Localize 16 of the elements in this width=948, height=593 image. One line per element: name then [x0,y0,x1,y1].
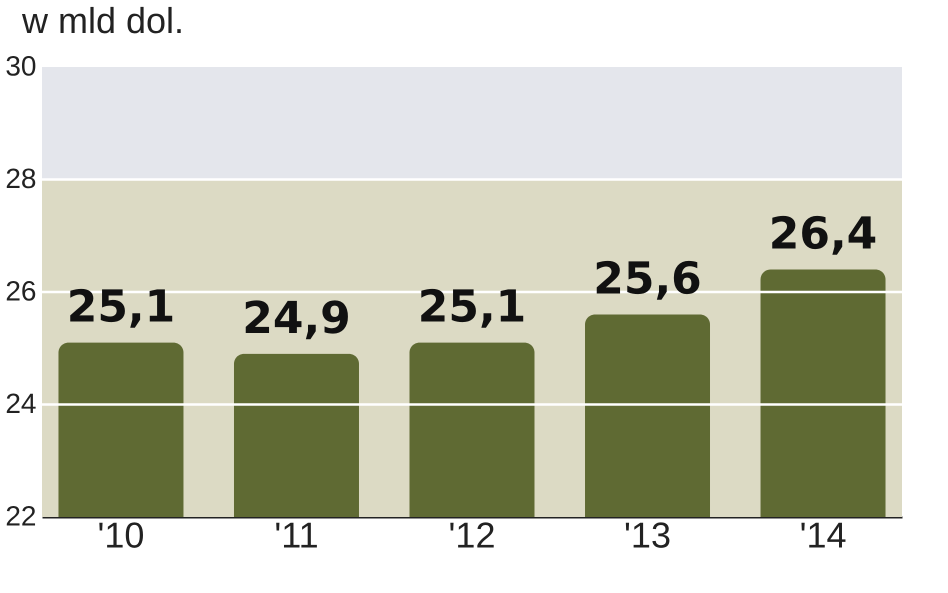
y-tick-label: 30 [5,50,36,82]
x-tick-label: '10 [98,514,144,556]
data-label: 25,6 [593,254,702,304]
data-label: 24,9 [242,292,351,344]
data-label: 25,1 [418,282,526,333]
x-tick-label: '11 [274,514,319,556]
data-label: 26,4 [768,208,878,260]
y-tick-label: 22 [5,500,36,532]
data-label: 25,1 [66,282,176,333]
y-tick-label: 26 [5,276,36,306]
x-tick-label: '12 [448,514,496,556]
x-tick-label: '13 [624,514,671,556]
y-tick-label: 28 [5,163,36,194]
chart-title: w mld dol. [21,0,184,41]
x-tick-label: '14 [800,514,846,556]
y-tick-label: 24 [5,388,36,419]
